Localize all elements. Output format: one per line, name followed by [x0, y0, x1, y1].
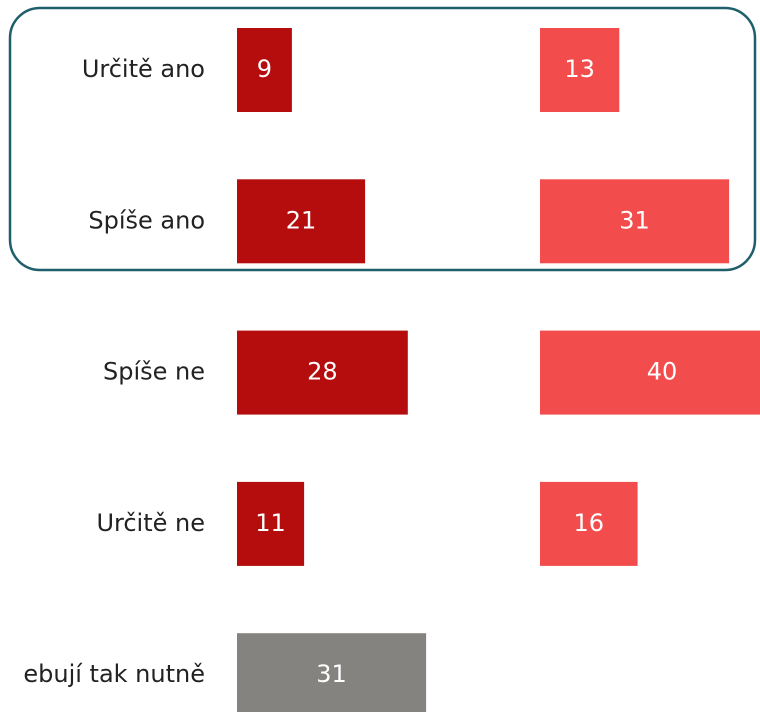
value-label: 21	[286, 206, 317, 234]
bar	[237, 330, 408, 415]
highlight-frame	[8, 6, 757, 272]
bar	[540, 330, 760, 415]
value-label: 13	[564, 55, 595, 83]
value-label: 28	[307, 358, 338, 386]
category-label: Určitě ne	[96, 509, 205, 537]
category-label: Určitě ano	[82, 55, 205, 83]
bar	[540, 179, 730, 264]
value-label: 40	[647, 358, 678, 386]
value-label: 31	[316, 660, 347, 688]
category-label: ebují tak nutně	[23, 660, 205, 688]
bar	[540, 481, 638, 566]
category-label: Spíše ne	[103, 358, 205, 386]
value-label: 11	[255, 509, 286, 537]
bar	[237, 28, 292, 112]
value-label: 9	[257, 55, 272, 83]
value-label: 31	[619, 206, 650, 234]
bar	[237, 179, 366, 264]
bar	[237, 633, 427, 712]
bar	[237, 481, 305, 566]
category-label: Spíše ano	[88, 206, 205, 234]
value-label: 16	[574, 509, 605, 537]
bar	[540, 28, 620, 112]
